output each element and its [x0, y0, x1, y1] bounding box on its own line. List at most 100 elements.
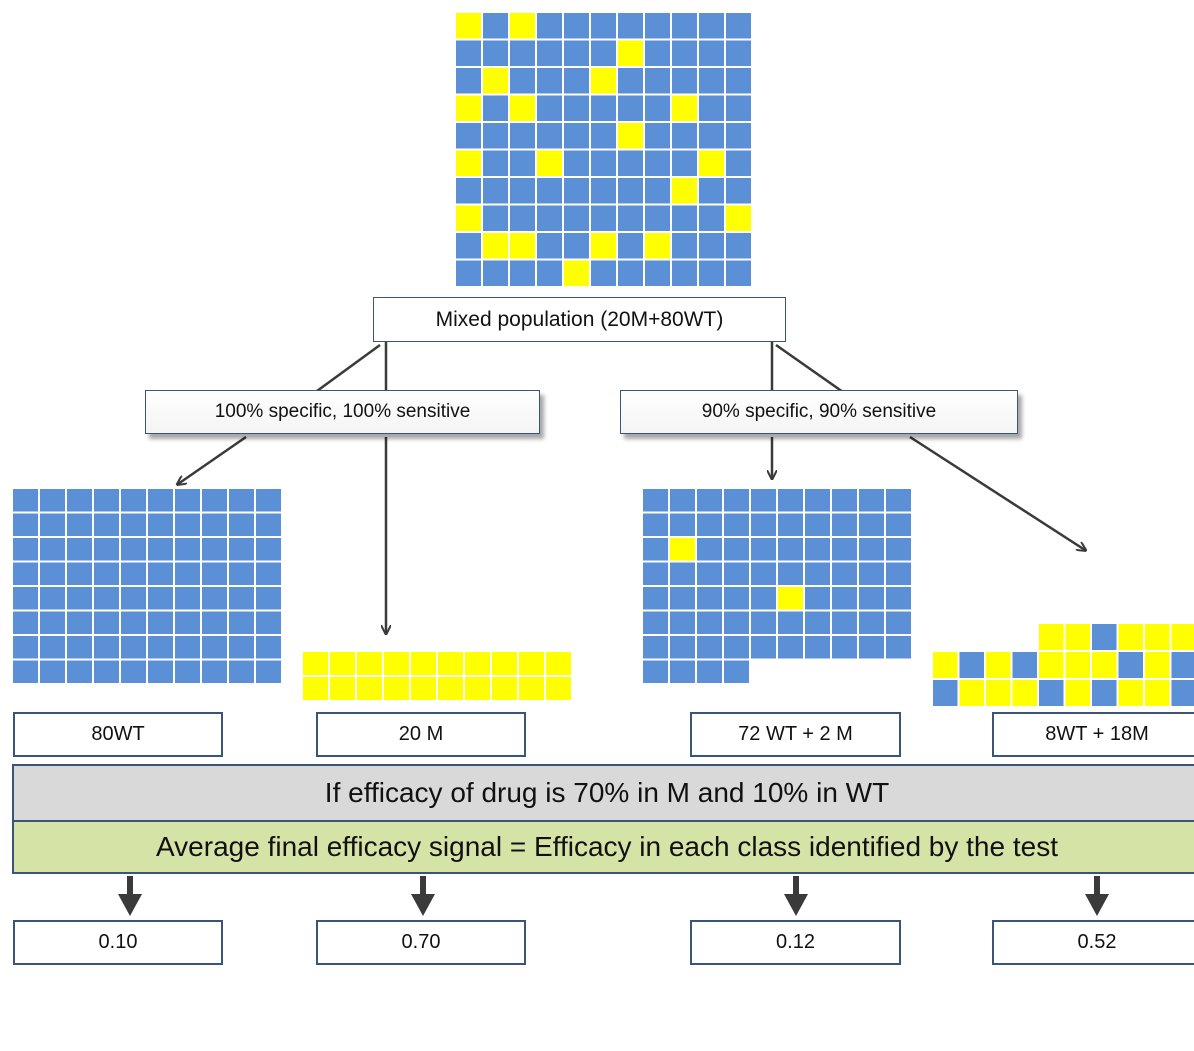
wildtype-cell [481, 11, 510, 41]
mutant-cell [301, 675, 330, 702]
down-arrow-icon [784, 876, 808, 916]
wildtype-cell [668, 658, 697, 685]
mutant-cell [382, 675, 411, 702]
wildtype-cell [200, 658, 229, 685]
wildtype-cell [803, 487, 832, 514]
wildtype-cell [857, 585, 886, 612]
wildtype-cell [508, 66, 537, 96]
wildtype-cell [65, 658, 94, 685]
wildtype-cell [173, 585, 202, 612]
wildtype-cell [562, 38, 591, 68]
wildtype-cell [92, 609, 121, 636]
wildtype-cell [11, 634, 40, 661]
mutant-cell [517, 675, 546, 702]
result-box-m: 0.70 [316, 920, 526, 965]
wildtype-cell [146, 560, 175, 587]
wildtype-cell [454, 231, 483, 261]
wildtype-cell [454, 66, 483, 96]
wildtype-cell [957, 650, 986, 680]
wildtype-cell [200, 560, 229, 587]
wt-group-grid [11, 487, 283, 685]
mutant-cell [409, 650, 438, 677]
wildtype-cell [589, 11, 618, 41]
wildtype-cell [173, 634, 202, 661]
wildtype-cell [1090, 622, 1119, 652]
wildtype-cell [38, 511, 67, 538]
down-arrow-icon [118, 876, 142, 916]
wildtype-cell [589, 148, 618, 178]
result-box-wt: 0.10 [13, 920, 223, 965]
wildtype-cell [65, 487, 94, 514]
wildtype-cell [722, 536, 751, 563]
wildtype-cell [668, 634, 697, 661]
wildtype-cell [146, 658, 175, 685]
wildtype-cell [508, 203, 537, 233]
wildtype-cell [857, 560, 886, 587]
mutant-cell [508, 11, 537, 41]
average-statement-container: Average final efficacy signal = Efficacy… [12, 820, 1194, 874]
wildtype-cell [668, 511, 697, 538]
wildtype-cell [857, 609, 886, 636]
mutant-cell [436, 675, 465, 702]
mutant-cell [301, 650, 330, 677]
wildtype-cell [11, 536, 40, 563]
wildtype-cell [535, 11, 564, 41]
wildtype-cell [562, 93, 591, 123]
wildtype-cell [1116, 650, 1145, 680]
wildtype-cell [1037, 678, 1066, 708]
wildtype-cell [119, 658, 148, 685]
mutant-cell [616, 38, 645, 68]
mutant-cell [697, 148, 726, 178]
group-label-text: 72 WT + 2 M [738, 723, 853, 745]
efficacy-statement-band: If efficacy of drug is 70% in M and 10% … [12, 764, 1194, 822]
wildtype-cell [481, 93, 510, 123]
mutant-cell [984, 678, 1013, 708]
wildtype-cell [200, 634, 229, 661]
result-value: 0.10 [98, 931, 138, 953]
wildtype-cell [589, 176, 618, 206]
wildtype-cell [589, 121, 618, 151]
mutant-cell [328, 675, 357, 702]
mutant-cell [508, 93, 537, 123]
wildtype-cell [697, 203, 726, 233]
wildtype-cell [173, 609, 202, 636]
wildtype-cell [535, 231, 564, 261]
wildtype-cell [200, 609, 229, 636]
wildtype-cell [830, 487, 859, 514]
mutant-cell [984, 650, 1013, 680]
wildtype-cell [1169, 650, 1194, 680]
wildtype-cell [173, 560, 202, 587]
group-label-text: 20 M [398, 723, 444, 745]
wildtype-cell [227, 634, 256, 661]
population-label-text: Mixed population (20M+80WT) [435, 307, 724, 331]
arrow-to-wt-group [178, 435, 247, 484]
mutant-cell [957, 678, 986, 708]
wildtype-cell [11, 585, 40, 612]
wildtype-cell [668, 585, 697, 612]
wildtype-cell [695, 634, 724, 661]
mutant-cell [1063, 650, 1092, 680]
wildtype-cell [11, 609, 40, 636]
wildtype-cell [92, 634, 121, 661]
mutant-cell [463, 650, 492, 677]
wildtype-cell [146, 487, 175, 514]
mutant-cell [382, 650, 411, 677]
wildtype-cell [830, 634, 859, 661]
wildtype-cell [697, 176, 726, 206]
group-label-text: 8WT + 18M [1045, 723, 1149, 745]
wildtype-cell [227, 585, 256, 612]
wildtype-cell [481, 148, 510, 178]
wildtype-cell [641, 560, 670, 587]
mutant-cell [562, 258, 591, 288]
mutant-cell [1169, 622, 1194, 652]
wildtype-cell [643, 38, 672, 68]
wildtype-cell [641, 511, 670, 538]
wildtype-cell [535, 121, 564, 151]
wildtype-cell [562, 11, 591, 41]
mutant-cell [668, 536, 697, 563]
mutant-cell [535, 148, 564, 178]
wildtype-cell [641, 658, 670, 685]
wildtype-cell [670, 148, 699, 178]
wildtype-cell [749, 560, 778, 587]
mutant-cell [616, 121, 645, 151]
